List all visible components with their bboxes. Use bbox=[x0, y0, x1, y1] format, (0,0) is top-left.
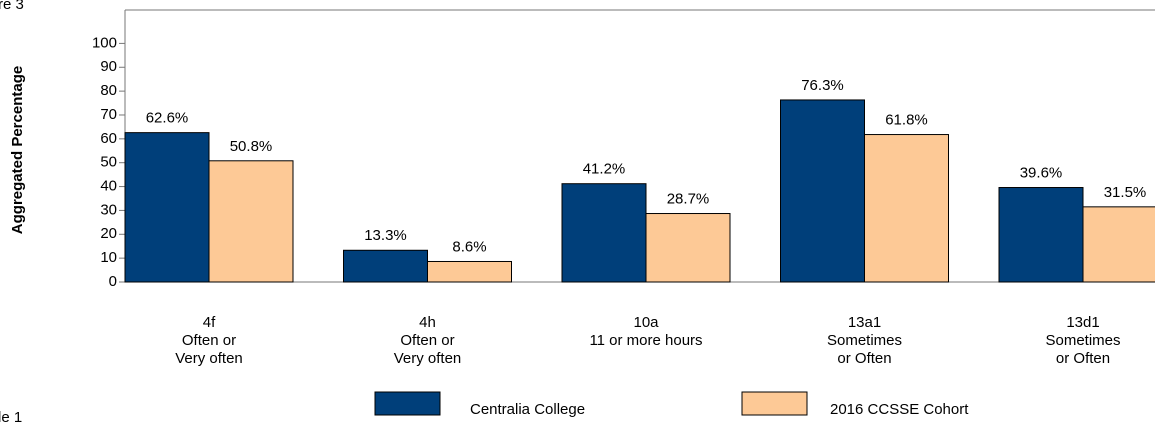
x-tick-label: or Often bbox=[1056, 350, 1110, 367]
data-label: 62.6% bbox=[146, 110, 189, 127]
y-tick-label: 20 bbox=[100, 225, 117, 242]
legend-label: Centralia College bbox=[470, 401, 585, 418]
data-label: 31.5% bbox=[1104, 184, 1147, 201]
y-tick-label: 30 bbox=[100, 201, 117, 218]
bar bbox=[645, 213, 731, 283]
bar bbox=[208, 160, 294, 283]
y-tick-label: 0 bbox=[109, 273, 117, 290]
bar bbox=[998, 187, 1084, 283]
y-tick-label: 10 bbox=[100, 249, 117, 266]
bar bbox=[427, 260, 512, 283]
x-tick-label: 13d1 bbox=[1066, 314, 1099, 331]
data-label: 39.6% bbox=[1020, 164, 1063, 181]
y-tick-label: 50 bbox=[100, 154, 117, 171]
x-tick-label: Often or bbox=[400, 332, 454, 349]
bar bbox=[1082, 206, 1155, 283]
y-tick-label: 60 bbox=[100, 130, 117, 147]
x-tick-label: Often or bbox=[182, 332, 236, 349]
data-label: 28.7% bbox=[667, 190, 710, 207]
x-tick-label: Sometimes bbox=[827, 332, 902, 349]
annotation: re 3 bbox=[0, 0, 24, 13]
data-label: 8.6% bbox=[452, 238, 486, 255]
legend-swatch bbox=[741, 391, 808, 416]
annotation: le 1 bbox=[0, 409, 22, 422]
bar bbox=[343, 249, 428, 283]
y-tick-label: 100 bbox=[92, 34, 117, 51]
y-tick-label: 80 bbox=[100, 82, 117, 99]
x-tick-label: 10a bbox=[633, 314, 659, 331]
x-tick-label: Sometimes bbox=[1045, 332, 1120, 349]
data-label: 61.8% bbox=[885, 112, 928, 129]
bar bbox=[124, 132, 210, 283]
x-tick-label: 11 or more hours bbox=[589, 332, 702, 349]
legend-label: 2016 CCSSE Cohort bbox=[830, 401, 969, 418]
y-tick-label: 70 bbox=[100, 106, 117, 123]
bar bbox=[780, 99, 865, 283]
bar bbox=[561, 183, 647, 283]
data-label: 13.3% bbox=[364, 227, 407, 244]
x-tick-label: 13a1 bbox=[848, 314, 881, 331]
y-tick-label: 40 bbox=[100, 178, 117, 195]
x-tick-label: 4f bbox=[203, 314, 216, 331]
legend-swatch bbox=[374, 391, 441, 416]
x-tick-label: Very often bbox=[175, 350, 243, 367]
x-tick-label: 4h bbox=[419, 314, 436, 331]
data-label: 50.8% bbox=[230, 138, 273, 155]
data-label: 41.2% bbox=[583, 161, 626, 178]
x-tick-label: Very often bbox=[394, 350, 462, 367]
y-axis-title: Aggregated Percentage bbox=[9, 66, 26, 234]
data-label: 76.3% bbox=[801, 77, 844, 94]
x-tick-label: or Often bbox=[837, 350, 891, 367]
bar bbox=[864, 134, 949, 283]
y-tick-label: 90 bbox=[100, 58, 117, 75]
